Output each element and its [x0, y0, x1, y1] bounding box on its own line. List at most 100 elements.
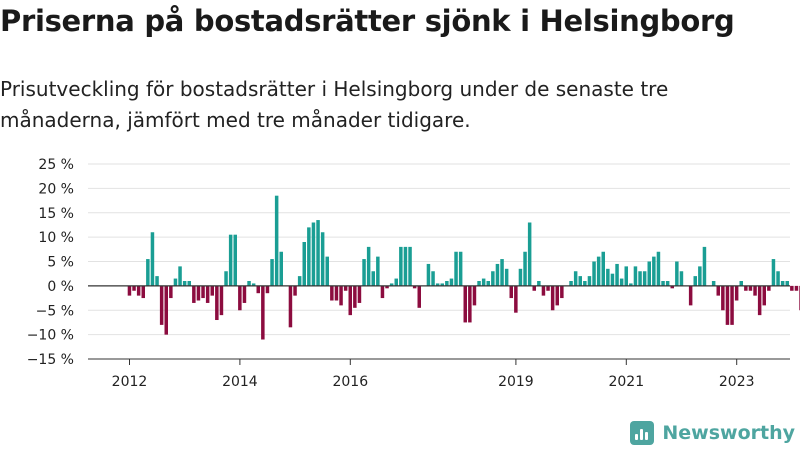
bar	[491, 271, 495, 286]
bar-chart: −15 % −10 % −5 % 0 % 5 % 10 % 15 % 20 % 25 % 201…	[27, 157, 800, 390]
x-tick-label: 2012	[112, 374, 148, 390]
bar	[173, 278, 178, 286]
bar	[592, 261, 596, 286]
bar	[771, 259, 776, 286]
bar	[182, 281, 187, 286]
bar	[790, 285, 794, 291]
bar	[146, 259, 150, 286]
bar	[136, 285, 141, 296]
bar	[518, 268, 523, 286]
bar	[500, 259, 504, 286]
bar	[523, 251, 527, 286]
bar	[297, 276, 302, 286]
bar	[210, 285, 214, 296]
brand-name: Newsworthy	[662, 422, 795, 444]
bar	[730, 285, 734, 325]
bar	[431, 271, 435, 286]
bar	[537, 281, 541, 286]
page-title: Priserna på bostadsrätter sjönk i Helsin…	[0, 4, 735, 38]
bar	[302, 242, 306, 286]
y-tick-label: 25 %	[38, 157, 74, 173]
bar	[334, 285, 339, 301]
y-tick-label: 20 %	[38, 181, 74, 197]
bar	[389, 283, 394, 286]
bar	[757, 285, 762, 316]
bar	[435, 283, 440, 286]
bar	[583, 281, 587, 286]
bar	[256, 285, 260, 294]
bar	[339, 285, 343, 306]
x-tick-label: 2023	[719, 374, 755, 390]
bar	[132, 285, 136, 291]
bar	[150, 232, 155, 286]
bar	[274, 195, 279, 286]
bar	[495, 263, 500, 286]
bar	[486, 281, 490, 286]
bar	[348, 285, 352, 316]
grid-lines	[88, 163, 790, 360]
bar	[767, 285, 771, 291]
bar	[629, 283, 633, 286]
bar	[762, 285, 766, 306]
bar	[454, 251, 458, 286]
bar	[141, 285, 145, 299]
bar	[688, 285, 693, 306]
bar	[661, 281, 665, 286]
y-tick-label: 0 %	[47, 279, 74, 295]
bar	[279, 251, 283, 286]
bar	[546, 285, 550, 291]
bar	[219, 285, 224, 316]
bar	[656, 251, 661, 286]
bar	[311, 222, 316, 286]
bar	[638, 271, 642, 286]
bar	[270, 259, 274, 286]
bar	[610, 273, 615, 286]
bar	[394, 278, 398, 286]
bar	[325, 256, 329, 286]
bar	[652, 256, 656, 286]
bar	[785, 281, 789, 286]
bar	[468, 285, 472, 323]
bar	[408, 246, 412, 286]
y-tick-label: 10 %	[38, 230, 74, 246]
bar	[366, 246, 371, 286]
bar	[251, 283, 256, 286]
bar	[776, 271, 780, 286]
y-tick-label: 5 %	[47, 255, 74, 271]
bar	[307, 227, 311, 286]
x-tick-label: 2021	[608, 374, 644, 390]
bar	[343, 285, 348, 291]
bar	[578, 276, 582, 286]
bar	[353, 285, 357, 308]
x-tick-label: 2014	[222, 374, 258, 390]
x-axis	[88, 285, 790, 360]
bar	[440, 283, 444, 286]
newsworthy-logo-icon	[630, 421, 655, 445]
bar	[606, 268, 610, 286]
y-tick-label: −15 %	[27, 352, 74, 368]
bar	[458, 251, 463, 286]
bar	[670, 285, 674, 289]
bar	[481, 278, 486, 286]
bar	[261, 285, 265, 340]
bar	[380, 285, 385, 299]
bar	[238, 285, 242, 311]
bar	[744, 285, 748, 291]
bar	[247, 281, 251, 286]
bar	[155, 276, 159, 286]
bar	[721, 285, 725, 311]
bar	[265, 285, 270, 294]
bar	[224, 271, 228, 286]
bar	[514, 285, 518, 313]
bar	[601, 251, 605, 286]
bar	[192, 285, 196, 303]
bar	[376, 256, 380, 286]
bar	[385, 285, 389, 289]
bar	[532, 285, 536, 291]
bar	[320, 232, 325, 286]
bar	[794, 285, 799, 291]
brand-logo: Newsworthy	[630, 419, 795, 447]
bar	[371, 271, 375, 286]
bar	[573, 271, 578, 286]
bar	[587, 276, 592, 286]
